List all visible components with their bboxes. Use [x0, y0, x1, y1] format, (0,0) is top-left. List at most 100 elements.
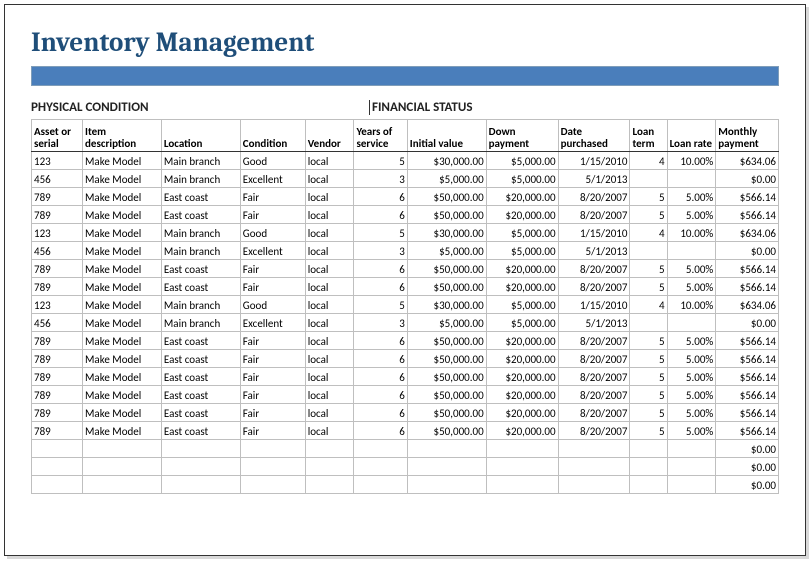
cell-loc: Main branch [161, 242, 240, 260]
cell-date [558, 476, 630, 494]
cell-down: $20,000.00 [486, 332, 558, 350]
cell-monthly: $0.00 [716, 242, 779, 260]
cell-years: 5 [354, 296, 407, 314]
cell-cond: Excellent [240, 314, 305, 332]
cell-down [486, 476, 558, 494]
cell-desc: Make Model [83, 368, 162, 386]
cell-loc: East coast [161, 188, 240, 206]
cell-initval: $30,000.00 [407, 296, 486, 314]
cell-initval [407, 458, 486, 476]
cell-serial: 789 [32, 260, 83, 278]
cell-down: $20,000.00 [486, 368, 558, 386]
cell-date: 8/20/2007 [558, 350, 630, 368]
cell-years: 6 [354, 368, 407, 386]
cell-rate [667, 440, 716, 458]
cell-cond: Fair [240, 368, 305, 386]
col-header-cond: Condition [240, 120, 305, 152]
cell-serial: 789 [32, 386, 83, 404]
cell-desc: Make Model [83, 242, 162, 260]
table-row: $0.00 [32, 476, 779, 494]
col-header-term: Loan term [630, 120, 667, 152]
table-row: $0.00 [32, 458, 779, 476]
cell-date: 5/1/2013 [558, 242, 630, 260]
cell-serial: 789 [32, 404, 83, 422]
cell-initval: $50,000.00 [407, 206, 486, 224]
cell-cond: Fair [240, 350, 305, 368]
cell-desc: Make Model [83, 170, 162, 188]
cell-date: 1/15/2010 [558, 296, 630, 314]
cell-monthly: $566.14 [716, 332, 779, 350]
cell-initval: $50,000.00 [407, 386, 486, 404]
col-header-date: Date purchased [558, 120, 630, 152]
cell-monthly: $0.00 [716, 476, 779, 494]
cell-rate: 5.00% [667, 404, 716, 422]
cell-serial [32, 458, 83, 476]
table-row: 456Make ModelMain branchExcellentlocal3$… [32, 170, 779, 188]
cell-desc: Make Model [83, 386, 162, 404]
cell-desc: Make Model [83, 206, 162, 224]
cell-loc: Main branch [161, 224, 240, 242]
cell-rate: 10.00% [667, 152, 716, 170]
cell-loc: East coast [161, 350, 240, 368]
cell-rate: 5.00% [667, 260, 716, 278]
section-headers: PHYSICAL CONDITION FINANCIAL STATUS [31, 100, 779, 115]
inventory-table: Asset or serialItem descriptionLocationC… [31, 119, 779, 494]
cell-cond: Fair [240, 278, 305, 296]
cell-years: 3 [354, 314, 407, 332]
cell-desc [83, 476, 162, 494]
cell-initval: $30,000.00 [407, 224, 486, 242]
table-row: $0.00 [32, 440, 779, 458]
cell-monthly: $0.00 [716, 458, 779, 476]
section-physical: PHYSICAL CONDITION [31, 100, 369, 115]
cell-down: $5,000.00 [486, 314, 558, 332]
cell-loc [161, 476, 240, 494]
cell-initval: $50,000.00 [407, 422, 486, 440]
cell-years: 3 [354, 170, 407, 188]
col-header-desc: Item description [83, 120, 162, 152]
cell-rate: 5.00% [667, 278, 716, 296]
cell-date: 8/20/2007 [558, 368, 630, 386]
cell-initval: $50,000.00 [407, 404, 486, 422]
cell-down: $20,000.00 [486, 422, 558, 440]
cell-down: $5,000.00 [486, 170, 558, 188]
cell-term: 5 [630, 404, 667, 422]
cell-years: 5 [354, 152, 407, 170]
cell-initval: $50,000.00 [407, 188, 486, 206]
table-row: 789Make ModelEast coastFairlocal6$50,000… [32, 188, 779, 206]
cell-date: 8/20/2007 [558, 188, 630, 206]
cell-rate: 5.00% [667, 332, 716, 350]
cell-desc [83, 458, 162, 476]
cell-term [630, 458, 667, 476]
cell-vendor: local [305, 278, 354, 296]
cell-cond: Fair [240, 386, 305, 404]
cell-term: 5 [630, 260, 667, 278]
cell-down: $5,000.00 [486, 296, 558, 314]
cell-serial: 789 [32, 332, 83, 350]
cell-desc [83, 440, 162, 458]
cell-term: 4 [630, 296, 667, 314]
cell-cond: Excellent [240, 242, 305, 260]
cell-loc: Main branch [161, 152, 240, 170]
cell-years: 6 [354, 332, 407, 350]
cell-rate [667, 170, 716, 188]
cell-loc [161, 440, 240, 458]
table-row: 123Make ModelMain branchGoodlocal5$30,00… [32, 296, 779, 314]
cell-serial: 789 [32, 350, 83, 368]
cell-loc: East coast [161, 260, 240, 278]
cell-term: 5 [630, 368, 667, 386]
cell-monthly: $634.06 [716, 224, 779, 242]
cell-years: 6 [354, 278, 407, 296]
cell-cond: Good [240, 224, 305, 242]
cell-monthly: $566.14 [716, 422, 779, 440]
cell-date: 1/15/2010 [558, 152, 630, 170]
cell-vendor: local [305, 152, 354, 170]
cell-serial: 789 [32, 368, 83, 386]
cell-term: 5 [630, 350, 667, 368]
cell-term [630, 314, 667, 332]
cell-term: 5 [630, 278, 667, 296]
inventory-page: Inventory Management PHYSICAL CONDITION … [4, 4, 806, 556]
cell-vendor: local [305, 404, 354, 422]
cell-term: 5 [630, 188, 667, 206]
cell-loc: East coast [161, 206, 240, 224]
table-row: 789Make ModelEast coastFairlocal6$50,000… [32, 206, 779, 224]
